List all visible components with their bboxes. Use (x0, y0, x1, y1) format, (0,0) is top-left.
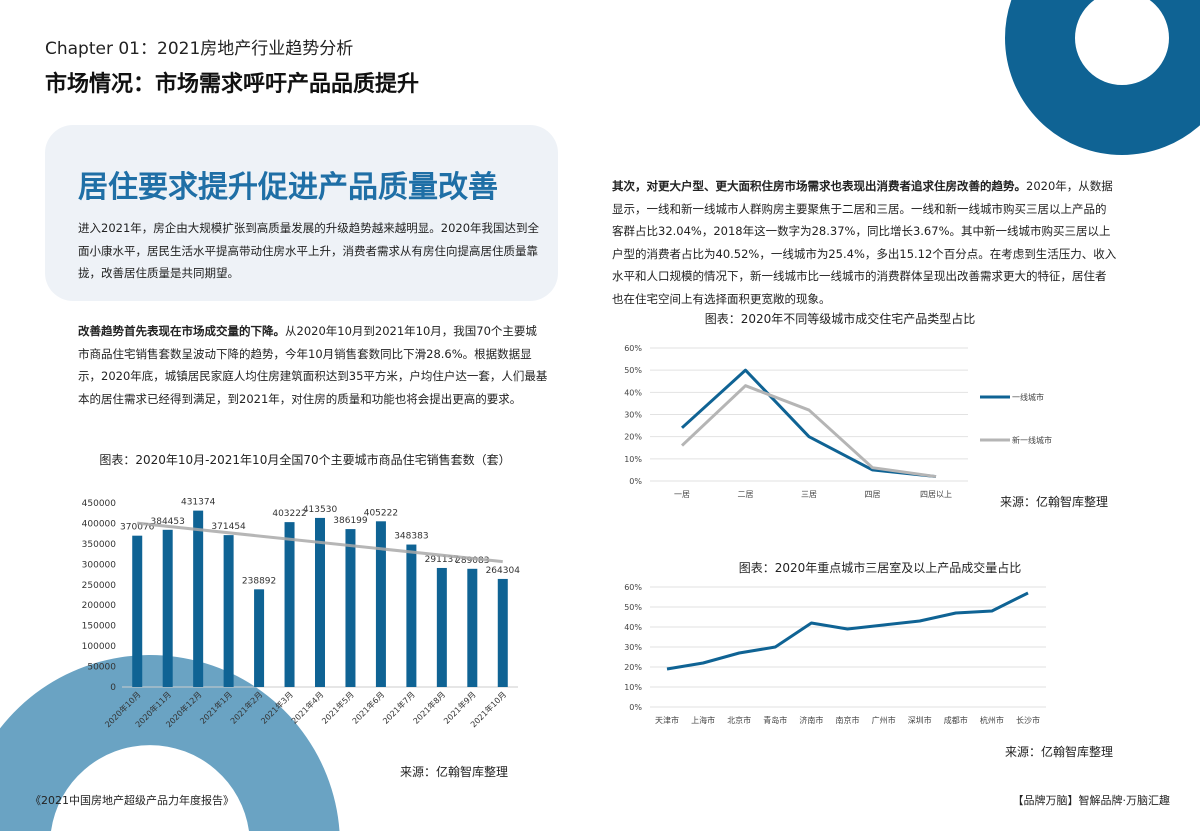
bar (193, 510, 204, 687)
x-tick-label: 天津市 (655, 715, 679, 725)
y-tick-label: 60% (624, 344, 642, 353)
x-tick-label: 南京市 (836, 715, 860, 725)
data-label: 386199 (333, 516, 368, 526)
bar (284, 522, 295, 687)
bar (223, 535, 234, 687)
footer-report-title: 《2021中国房地产超级产品力年度报告》 (30, 794, 234, 807)
data-label: 405222 (364, 508, 398, 518)
y-tick-label: 10% (624, 683, 642, 692)
bar (162, 529, 173, 687)
y-tick-label: 20% (624, 663, 642, 672)
y-tick-label: 40% (624, 388, 642, 397)
data-label: 238892 (242, 576, 276, 586)
bar (497, 578, 508, 687)
y-tick-label: 10% (624, 455, 642, 464)
y-tick-label: 40% (624, 623, 642, 632)
chart2-line-chart: 0% 10% 20% 30% 40% 50% 60% 一居 二居 三居 四居 四居以上 一线城市新一线城… (624, 344, 1052, 499)
x-tick-label: 广州市 (872, 715, 896, 725)
y-tick-label: 400000 (82, 519, 117, 529)
y-tick-label: 200000 (82, 601, 117, 611)
series-line (666, 591, 1029, 671)
x-tick-label: 四居以上 (920, 490, 952, 499)
y-tick-label: 100000 (82, 642, 117, 652)
x-tick-label: 一居 (674, 490, 690, 499)
y-tick-label: 350000 (82, 540, 117, 550)
chart1-source: 来源：亿翰智库整理 (400, 765, 509, 779)
y-tick-label: 30% (624, 411, 642, 420)
y-tick-label: 20% (624, 433, 642, 442)
legend-label: 一线城市 (1012, 392, 1044, 402)
paragraph-body: 从2020年10月到2021年10月，我国70个主要城市商品住宅销售套数呈波动下… (78, 324, 548, 406)
chart2-source: 来源：亿翰智库整理 (1000, 495, 1109, 509)
x-tick-label: 二居 (738, 490, 754, 499)
y-tick-label: 250000 (82, 581, 117, 591)
data-label: 264304 (486, 566, 521, 576)
data-label: 384453 (151, 517, 185, 527)
y-tick-label: 50% (624, 603, 642, 612)
data-label: 348383 (394, 532, 428, 542)
chart3-source: 来源：亿翰智库整理 (1005, 745, 1114, 759)
x-tick-label: 长沙市 (1016, 715, 1040, 725)
data-label: 403222 (272, 509, 306, 519)
x-tick-label: 深圳市 (908, 715, 932, 725)
bar (254, 589, 265, 687)
bar (436, 567, 447, 687)
y-tick-label: 300000 (82, 560, 117, 570)
x-tick-label: 三居 (801, 490, 817, 499)
y-tick-label: 60% (624, 583, 642, 592)
chart1-title: 图表：2020年10月-2021年10月全国70个主要城市商品住宅销售套数（套） (99, 453, 511, 467)
bar (406, 544, 417, 687)
legend-label: 新一线城市 (1012, 435, 1052, 445)
data-label: 291137 (425, 555, 459, 565)
paragraph-larger-units: 其次，对更大户型、更大面积住房市场需求也表现出消费者追求住房改善的趋势。2020… (612, 175, 1117, 310)
y-tick-label: 150000 (82, 622, 117, 632)
x-tick-label: 成都市 (944, 715, 968, 725)
series-line (680, 368, 937, 479)
paragraph-body: 2020年，从数据显示，一线和新一线城市人群购房主要聚焦于二居和三居。一线和新一… (612, 179, 1117, 306)
data-label: 431374 (181, 498, 216, 508)
y-tick-label: 30% (624, 643, 642, 652)
y-tick-label: 0% (629, 477, 642, 486)
x-tick-label: 杭州市 (980, 715, 1004, 725)
top-right-ring-decoration (1005, 0, 1200, 155)
chapter-label: Chapter 01：2021房地产行业趋势分析 (45, 39, 354, 59)
bar (375, 521, 386, 687)
x-tick-label: 四居 (865, 490, 881, 499)
y-tick-label: 0% (629, 703, 642, 712)
bar (345, 529, 356, 687)
y-tick-label: 50000 (87, 663, 116, 673)
paragraph-lead: 其次，对更大户型、更大面积住房市场需求也表现出消费者追求住房改善的趋势。 (612, 179, 1026, 193)
footer-brand: 【品牌万脑】智解品牌·万脑汇趣 (1012, 794, 1171, 807)
y-tick-label: 450000 (82, 499, 117, 509)
data-label: 413530 (303, 505, 338, 515)
data-label: 371454 (211, 522, 246, 532)
x-tick-label: 青岛市 (763, 715, 787, 725)
paragraph-sales-decline: 改善趋势首先表现在市场成交量的下降。从2020年10月到2021年10月，我国7… (78, 320, 548, 410)
x-tick-label: 上海市 (691, 715, 715, 725)
chart2-title: 图表：2020年不同等级城市成交住宅产品类型占比 (704, 312, 976, 326)
data-label: 370076 (120, 523, 155, 533)
bar (132, 535, 143, 687)
x-tick-label: 济南市 (799, 715, 823, 725)
bar (315, 517, 325, 687)
bottom-left-ring-decoration (0, 654, 340, 831)
page-title: 市场情况：市场需求呼吁产品品质提升 (45, 72, 420, 97)
chart3-title: 图表：2020年重点城市三居室及以上产品成交量占比 (738, 561, 1022, 575)
data-label: 289083 (455, 556, 489, 566)
intro-box (45, 125, 558, 301)
section-title: 居住要求提升促进产品质量改善 (78, 170, 498, 205)
chart3-line-chart: 0% 10% 20% 30% 40% 50% 60% 天津市 上海市 北京市 青岛市 济南市 南京市 广州… (624, 583, 1046, 725)
bar (467, 568, 478, 687)
y-tick-label: 50% (624, 366, 642, 375)
paragraph-lead: 改善趋势首先表现在市场成交量的下降。 (78, 324, 285, 338)
trendline (137, 521, 503, 564)
x-tick-label: 北京市 (727, 715, 751, 725)
y-tick-label: 0 (110, 683, 116, 693)
chart1-bar-chart: 0 50000 100000 150000 200000 250000 300000 3500… (82, 498, 521, 730)
intro-paragraph: 进入2021年，房企由大规模扩张到高质量发展的升级趋势越来越明显。2020年我国… (78, 221, 540, 280)
series-line (680, 384, 937, 479)
